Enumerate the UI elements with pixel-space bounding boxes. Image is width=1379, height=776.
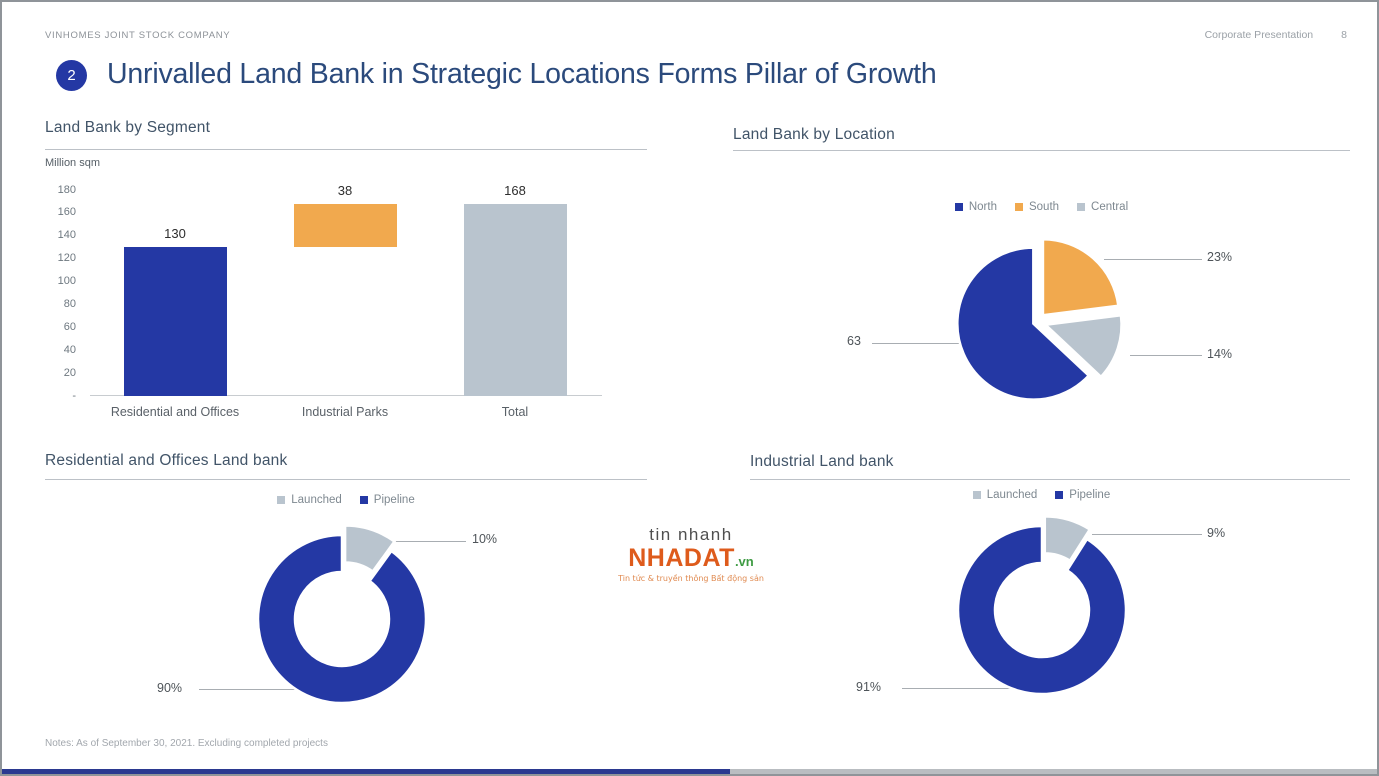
bar-industrial-parks (293, 203, 397, 248)
bottom-bar-filled (2, 769, 730, 774)
legend-item-south: South (1014, 201, 1060, 213)
legend-label: Central (1091, 201, 1129, 213)
watermark-brand-line: NHADAT .vn (615, 546, 767, 571)
legend-label: Pipeline (1069, 489, 1111, 501)
legend-item-pipeline: Pipeline (1055, 489, 1110, 501)
slide-number-badge: 2 (56, 60, 87, 91)
legend-swatch-icon (1077, 203, 1086, 211)
leader-line (199, 689, 324, 690)
legend-label: North (968, 201, 997, 213)
legend-label: Pipeline (373, 494, 415, 506)
legend-swatch-icon (277, 496, 286, 504)
slice-label-south: 23% (1207, 250, 1233, 264)
watermark-tld: .vn (734, 554, 754, 569)
bar-chart-plot: 130 Residential and Offices 38 Industrial P… (90, 183, 600, 419)
legend-location: North South Central (733, 198, 1350, 216)
bar-category-label: Residential and Offices (110, 405, 240, 419)
y-tick-label: 80 (63, 297, 76, 310)
slice-label-launched: 10% (472, 532, 498, 546)
watermark-brand: NHADAT (628, 544, 735, 572)
y-tick-label: 60 (63, 320, 76, 333)
bar-x-axis-line (90, 395, 602, 396)
legend-swatch-icon (954, 203, 963, 211)
legend-residential: Launched Pipeline (45, 491, 647, 509)
y-tick-label: 120 (57, 252, 76, 265)
leader-line (872, 343, 962, 344)
page-number: 8 (1341, 29, 1347, 41)
watermark-top-text: tin nhanh (649, 525, 733, 544)
divider-industrial (750, 479, 1350, 480)
leader-line (902, 688, 1024, 689)
leader-line (394, 541, 466, 542)
slice-central (1042, 313, 1123, 379)
footer-note: Notes: As of September 30, 2021. Excludi… (45, 738, 328, 749)
legend-swatch-icon (359, 496, 368, 504)
legend-item-north: North (954, 201, 997, 213)
slide-title: Unrivalled Land Bank in Strategic Locati… (107, 58, 937, 90)
legend-swatch-icon (1055, 491, 1064, 499)
y-tick-label: 100 (57, 275, 76, 288)
pie-chart-land-bank-by-location (956, 237, 1123, 401)
watermark-tagline: Tin tức & truyền thông Bất động sản (618, 574, 764, 583)
slide-number: 2 (67, 67, 76, 84)
y-tick-label: - (72, 389, 76, 402)
donut-chart-industrial-land-bank (956, 515, 1128, 696)
section-title-residential: Residential and Offices Land bank (45, 452, 288, 469)
legend-label: Launched (986, 489, 1038, 501)
slice-north (956, 246, 1091, 401)
legend-label: Launched (291, 494, 342, 506)
y-tick-label: 40 (63, 343, 76, 356)
presentation-label: Corporate Presentation (1204, 29, 1314, 41)
legend-industrial: Launched Pipeline (733, 486, 1350, 504)
slice-label-pipeline: 91% (856, 680, 882, 694)
leader-line (1104, 259, 1202, 260)
y-tick-label: 180 (57, 183, 76, 196)
divider-segment (45, 149, 647, 150)
slice-pipeline (956, 524, 1128, 696)
bottom-bar-rest (730, 769, 1377, 774)
donut-chart-residential-and-offices-land-bank (256, 524, 428, 705)
slice-label-north: 63 (847, 334, 861, 348)
y-tick-label: 20 (63, 366, 76, 379)
section-title-location: Land Bank by Location (733, 126, 895, 143)
bar-category-label: Total (501, 405, 529, 419)
slice-label-central: 14% (1207, 347, 1233, 361)
bar-value-label: 168 (504, 182, 526, 198)
y-tick-label: 160 (57, 206, 76, 219)
slice-launched (1043, 515, 1092, 563)
slice-label-launched: 9% (1207, 526, 1226, 540)
bar-total (463, 203, 567, 396)
legend-item-pipeline: Pipeline (359, 494, 415, 506)
watermark-logo: tin nhanh NHADAT .vn Tin tức & truyền th… (615, 526, 767, 583)
legend-swatch-icon (972, 491, 981, 499)
divider-residential (45, 479, 647, 480)
slice-label-pipeline: 90% (157, 681, 183, 695)
legend-item-launched: Launched (972, 489, 1038, 501)
bar-residential-and-offices (123, 247, 227, 396)
header-right: Corporate Presentation 8 (1205, 29, 1347, 41)
bar-category-label: Industrial Parks (301, 405, 389, 419)
leader-line (1130, 355, 1202, 356)
leader-line (1092, 534, 1202, 535)
section-title-segment: Land Bank by Segment (45, 119, 211, 136)
legend-swatch-icon (1014, 203, 1023, 211)
bar-value-label: 130 (164, 226, 186, 242)
y-tick-label: 140 (57, 229, 76, 242)
bar-yticks: 180 160 140 120 100 80 60 40 20 - (42, 184, 84, 402)
legend-item-central: Central (1077, 201, 1128, 213)
bar-value-label: 38 (337, 182, 353, 198)
company-name: VINHOMES JOINT STOCK COMPANY (45, 30, 231, 41)
divider-location (733, 150, 1350, 151)
legend-item-launched: Launched (277, 494, 342, 506)
bar-axis-unit-label: Million sqm (45, 157, 101, 169)
section-title-industrial: Industrial Land bank (750, 453, 894, 470)
legend-label: South (1028, 201, 1060, 213)
slice-south (1041, 237, 1120, 317)
slice-launched (343, 524, 397, 574)
slice-pipeline (256, 533, 428, 705)
